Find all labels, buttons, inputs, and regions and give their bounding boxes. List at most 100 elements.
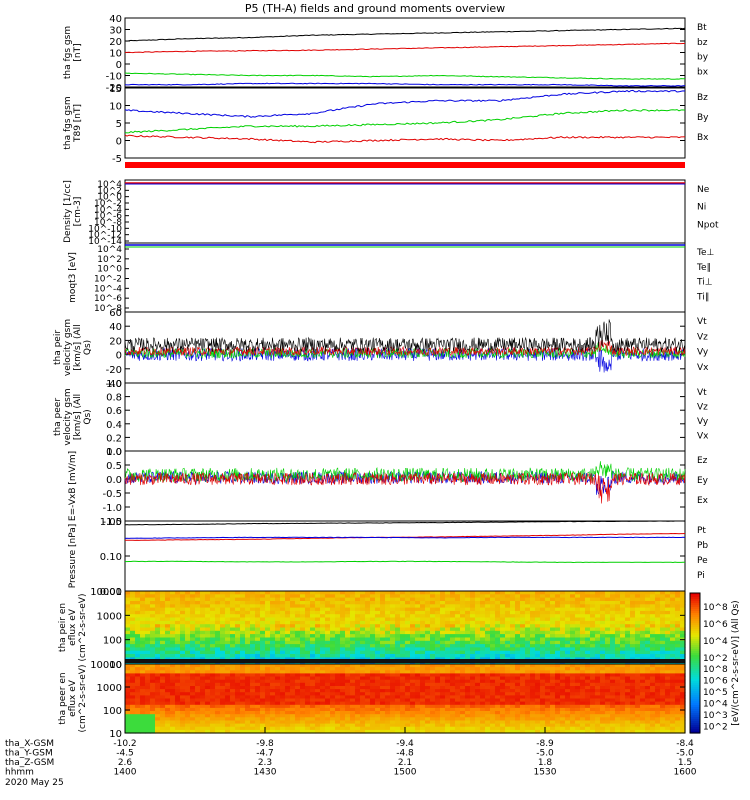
- spec-cell: [575, 717, 581, 721]
- spec-cell: [310, 607, 316, 612]
- spec-cell: [215, 679, 221, 684]
- spec-cell: [185, 601, 191, 605]
- spec-cell: [490, 720, 496, 725]
- spec-cell: [275, 654, 281, 658]
- ytick-label: 0: [116, 137, 122, 148]
- spec-cell: [370, 607, 376, 612]
- spec-cell: [495, 686, 501, 690]
- spec-cell: [375, 607, 381, 612]
- spec-cell: [165, 698, 171, 703]
- spec-cell: [230, 650, 236, 655]
- spec-cell: [225, 601, 231, 605]
- spec-cell: [240, 604, 246, 609]
- spec-cell: [155, 670, 161, 674]
- spec-cell: [180, 714, 186, 718]
- spec-cell: [215, 644, 221, 648]
- spec-cell: [390, 604, 396, 609]
- spec-cell: [400, 679, 406, 684]
- ylabel-line: Qs): [83, 340, 93, 355]
- spec-cell: [425, 723, 431, 728]
- spec-cell: [375, 640, 381, 645]
- spec-cell: [205, 695, 211, 700]
- spec-cell: [335, 701, 341, 706]
- spec-cell: [165, 679, 171, 684]
- spec-cell: [635, 704, 641, 709]
- spec-cell: [155, 640, 161, 645]
- spec-cell: [255, 673, 261, 678]
- spec-cell: [360, 601, 366, 605]
- spec-cell: [410, 729, 416, 734]
- spec-cell: [340, 692, 346, 696]
- spec-cell: [490, 637, 496, 642]
- spec-cell: [320, 723, 326, 728]
- spec-cell: [210, 701, 216, 706]
- spec-cell: [585, 714, 591, 718]
- spec-cell: [195, 601, 201, 605]
- ylabel-0: tha fgs gsm [nT]: [63, 26, 83, 79]
- spec-cell: [415, 682, 421, 687]
- spec-cell: [245, 614, 251, 619]
- spec-cell: [395, 707, 401, 712]
- spec-cell: [515, 630, 521, 635]
- spec-cell: [550, 647, 556, 652]
- spec-cell: [365, 689, 371, 693]
- spec-cell: [280, 711, 286, 715]
- spec-cell: [200, 647, 206, 652]
- spec-cell: [395, 729, 401, 734]
- spec-cell: [135, 670, 141, 674]
- spec-cell: [195, 689, 201, 693]
- spec-cell: [340, 679, 346, 684]
- spec-cell: [325, 729, 331, 734]
- spec-cell: [610, 670, 616, 674]
- spec-cell: [180, 654, 186, 658]
- spec-cell: [305, 647, 311, 652]
- spec-cell: [250, 711, 256, 715]
- spec-cell: [315, 692, 321, 696]
- spec-cell: [400, 667, 406, 671]
- spec-cell: [490, 650, 496, 655]
- spec-cell: [275, 664, 281, 668]
- spec-cell: [200, 673, 206, 678]
- spec-cell: [200, 607, 206, 612]
- spec-cell: [530, 617, 536, 622]
- spec-cell: [585, 711, 591, 715]
- spec-cell: [625, 714, 631, 718]
- spec-cell: [315, 667, 321, 671]
- spec-cell: [380, 640, 386, 645]
- spec-cell: [405, 682, 411, 687]
- spec-cell: [630, 670, 636, 674]
- spec-cell: [405, 617, 411, 622]
- spec-cell: [470, 644, 476, 648]
- spec-cell: [325, 679, 331, 684]
- spec-cell: [205, 640, 211, 645]
- legend-Pt: Pt: [697, 526, 706, 536]
- spec-cell: [260, 627, 266, 632]
- spec-cell: [550, 650, 556, 655]
- spec-cell: [515, 689, 521, 693]
- spec-cell: [445, 594, 451, 599]
- spec-cell: [505, 647, 511, 652]
- spec-cell: [275, 650, 281, 655]
- spec-cell: [485, 729, 491, 734]
- spec-cell: [680, 604, 686, 609]
- spec-cell: [440, 644, 446, 648]
- spec-cell: [235, 607, 241, 612]
- spec-cell: [380, 597, 386, 602]
- spec-cell: [160, 617, 166, 622]
- spec-cell: [210, 620, 216, 625]
- spec-cell: [305, 614, 311, 619]
- spec-cell: [475, 720, 481, 725]
- spec-cell: [480, 707, 486, 712]
- spec-cell: [145, 664, 151, 668]
- spec-cell: [585, 682, 591, 687]
- spec-cell: [180, 607, 186, 612]
- spec-cell: [490, 664, 496, 668]
- spec-cell: [165, 726, 171, 731]
- spec-cell: [635, 679, 641, 684]
- spec-cell: [560, 717, 566, 721]
- spec-cell: [270, 670, 276, 674]
- spec-cell: [555, 701, 561, 706]
- spec-cell: [395, 670, 401, 674]
- spec-cell: [305, 711, 311, 715]
- spec-cell: [585, 667, 591, 671]
